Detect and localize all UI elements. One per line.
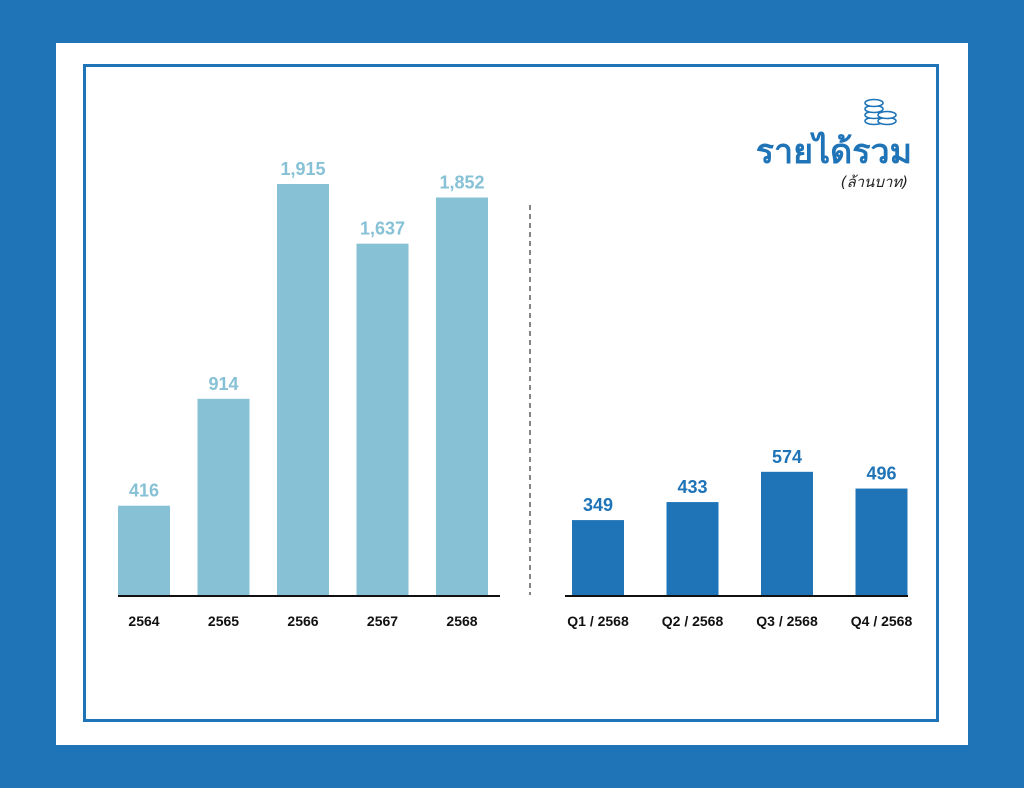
annual-category-label: 2565: [208, 613, 239, 629]
quarterly-value-label: 574: [772, 447, 802, 467]
chart-frame: [83, 64, 939, 722]
annual-category-label: 2564: [128, 613, 159, 629]
annual-bar-2566: [277, 184, 329, 595]
quarterly-bar-Q3-2568: [761, 471, 813, 595]
annual-value-label: 416: [129, 481, 159, 501]
annual-bar-2568: [436, 197, 488, 595]
quarterly-bar-Q2-2568: [666, 502, 719, 595]
annual-value-label: 1,852: [439, 173, 484, 193]
quarterly-value-label: 433: [677, 477, 707, 497]
coins-stack-icon: [864, 98, 897, 126]
annual-category-label: 2566: [287, 613, 318, 629]
annual-bar-2565: [197, 398, 250, 595]
annual-bar-2567: [356, 243, 409, 596]
quarterly-category-label: Q4 / 2568: [851, 613, 913, 629]
annual-category-label: 2567: [367, 613, 398, 629]
quarterly-bar-Q4-2568: [855, 488, 908, 595]
quarterly-category-label: Q2 / 2568: [662, 613, 724, 629]
quarterly-value-label: 349: [583, 495, 613, 515]
annual-value-label: 1,637: [360, 219, 405, 239]
annual-value-label: 1,915: [280, 159, 325, 179]
quarterly-category-label: Q1 / 2568: [567, 613, 629, 629]
quarterly-category-label: Q3 / 2568: [756, 613, 818, 629]
quarterly-value-label: 496: [866, 464, 896, 484]
annual-category-label: 2568: [446, 613, 477, 629]
quarterly-bar-Q1-2568: [572, 520, 624, 595]
chart-title: รายได้รวม: [755, 132, 912, 172]
chart-unit: (ล้านบาท): [840, 173, 908, 191]
annual-value-label: 914: [208, 374, 238, 394]
annual-bar-2564: [118, 505, 170, 595]
chart-card: [56, 43, 968, 745]
